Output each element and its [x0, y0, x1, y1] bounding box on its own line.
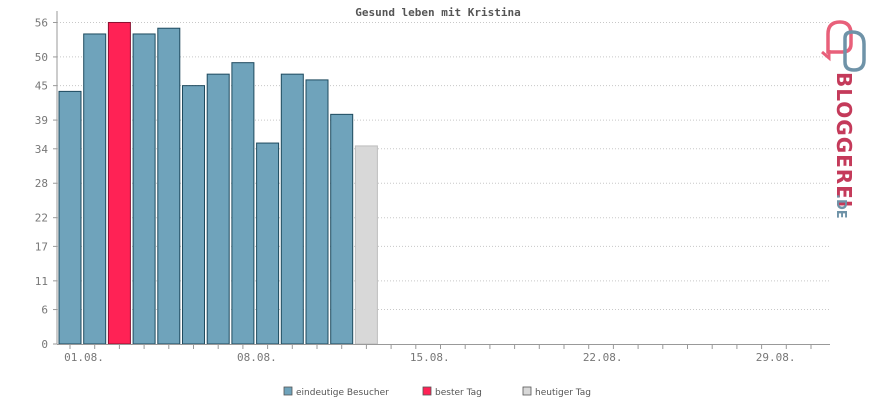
logo-text: BLOGGEREI [832, 72, 856, 208]
bar-day-12 [330, 113, 354, 345]
bar-day-5 [157, 27, 181, 345]
y-axis: 0 6 11 17 22 28 34 39 45 50 56 [35, 11, 58, 351]
bar-day-2 [83, 33, 107, 345]
x-tick-label-15: 15.08. [410, 351, 450, 364]
x-tick-label-29: 29.08. [756, 351, 796, 364]
bar-day-7 [206, 73, 230, 345]
y-tick-label-4: 22 [35, 212, 48, 225]
x-tick-label-1: 01.08. [64, 351, 104, 364]
y-tick-label-0: 0 [41, 338, 48, 351]
bloggerei-logo: BLOGGEREI .DE [821, 20, 866, 219]
x-tick-label-22: 22.08. [583, 351, 623, 364]
x-tick-label-8: 08.08. [237, 351, 277, 364]
x-axis: 01.08. 08.08. 15.08. 22.08. 29.08. [57, 344, 830, 364]
bar-day-11 [305, 79, 329, 345]
legend-swatch-1 [422, 386, 432, 396]
chart-title: Gesund leben mit Kristina [355, 6, 521, 19]
logo-speech-icon [821, 20, 866, 72]
bar-day-3 [107, 21, 131, 345]
legend-label-2: heutiger Tag [535, 388, 591, 398]
legend-label-0: eindeutige Besucher [296, 388, 389, 398]
bar-day-6 [182, 85, 205, 345]
legend: eindeutige Besucher bester Tag heutiger Ta… [283, 386, 591, 398]
y-tick-label-3: 17 [35, 240, 48, 253]
bar-day-9 [256, 142, 280, 345]
y-tick-label-5: 28 [35, 177, 48, 190]
bar-day-10 [280, 73, 304, 345]
y-tick-label-7: 39 [35, 114, 48, 127]
y-tick-label-2: 11 [35, 275, 48, 288]
y-tick-label-1: 6 [41, 304, 48, 317]
y-tick-label-6: 34 [35, 143, 49, 156]
legend-label-1: bester Tag [435, 388, 482, 398]
bars [58, 21, 378, 345]
y-tick-label-8: 45 [35, 80, 48, 93]
legend-swatch-0 [283, 386, 293, 396]
bar-day-8 [231, 62, 255, 345]
bar-day-4 [132, 33, 156, 345]
logo-suffix: .DE [833, 194, 848, 219]
bar-day-13 [354, 145, 378, 345]
y-tick-label-9: 50 [35, 51, 48, 64]
legend-swatch-2 [522, 386, 532, 396]
bar-day-1 [58, 90, 82, 345]
y-tick-label-10: 56 [35, 16, 48, 29]
